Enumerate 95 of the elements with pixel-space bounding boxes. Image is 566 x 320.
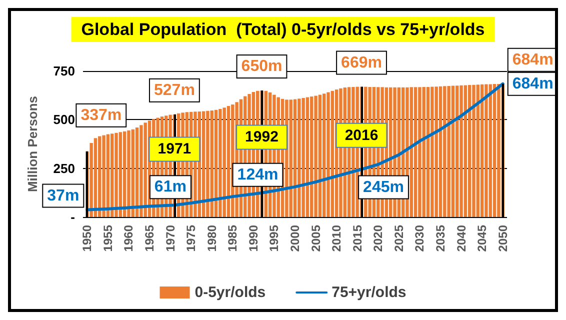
x-tick-label: 1995: [267, 224, 282, 252]
x-tick-label: 2005: [308, 224, 323, 252]
bar: [206, 110, 210, 217]
chart-title: Global Population (Total) 0-5yr/olds vs 75+yr/olds: [81, 20, 485, 39]
x-tick-label: 1985: [226, 224, 240, 252]
bar: [484, 84, 488, 217]
x-tick-label: 2045: [475, 224, 490, 252]
bar: [460, 85, 463, 217]
annotation: 337m: [80, 106, 122, 124]
bar: [222, 108, 226, 217]
bar: [94, 138, 98, 217]
bar: [210, 110, 214, 217]
bar: [302, 98, 305, 217]
bar: [476, 84, 480, 217]
bar: [472, 84, 476, 217]
ref-line-label: 1992: [245, 128, 278, 146]
legend-label: 75+yr/olds: [332, 284, 406, 301]
bar: [306, 97, 310, 217]
bar: [422, 86, 426, 217]
annotation: 124m: [237, 166, 278, 184]
y-tick-label: 250: [53, 160, 75, 176]
bar: [492, 84, 496, 217]
ref-line-label: 2016: [344, 126, 378, 144]
y-tick-label: 750: [53, 64, 75, 78]
bar: [140, 125, 143, 217]
bar: [118, 132, 122, 217]
bar: [497, 84, 500, 217]
annotation: 527m: [154, 82, 195, 99]
bar: [314, 96, 318, 217]
bar: [127, 130, 130, 217]
bar: [447, 86, 450, 217]
bar: [438, 86, 442, 217]
bar: [480, 84, 484, 217]
bar: [131, 129, 134, 217]
bar: [144, 122, 147, 217]
bar: [226, 106, 230, 217]
bar: [202, 111, 206, 217]
y-tick-label: 500: [53, 112, 75, 128]
x-tick-label: 2015: [350, 224, 364, 252]
y-tick-label: -: [70, 210, 75, 224]
bar: [293, 99, 297, 217]
x-tick-label: 2030: [412, 224, 427, 252]
bar: [426, 86, 430, 217]
bar: [430, 86, 434, 217]
annotation: 61m: [154, 178, 186, 196]
annotation: 650m: [241, 58, 282, 75]
x-tick-label: 2025: [392, 224, 406, 252]
x-tick-label: 1960: [122, 224, 136, 252]
bar: [464, 85, 468, 217]
bar: [318, 94, 322, 217]
bar: [310, 96, 314, 217]
annotation: 684m: [512, 75, 554, 92]
x-tick-label: 2020: [371, 224, 386, 252]
x-tick-label: 2035: [433, 224, 448, 252]
x-tick-label: 1975: [184, 224, 198, 252]
bar: [98, 136, 102, 217]
bar: [456, 86, 459, 217]
bar: [418, 87, 422, 217]
legend-label: 0-5yr/olds: [194, 284, 266, 301]
x-tick-label: 2010: [330, 224, 344, 252]
bar: [298, 98, 301, 217]
annotation: 245m: [363, 178, 404, 196]
bar: [468, 85, 472, 217]
bar: [443, 86, 446, 217]
annotation: 37m: [47, 187, 80, 204]
x-tick-label: 1970: [163, 224, 178, 252]
bar: [434, 86, 438, 217]
bar: [414, 87, 418, 217]
x-tick-label: 2000: [288, 224, 302, 252]
bar: [106, 134, 110, 217]
x-tick-label: 1990: [246, 224, 260, 252]
bar: [451, 86, 455, 217]
bar: [110, 134, 114, 217]
bar: [214, 110, 218, 217]
bar: [330, 90, 334, 217]
x-tick-label: 1955: [100, 224, 115, 252]
bar: [122, 131, 126, 217]
bar: [135, 127, 139, 217]
bar: [218, 108, 222, 217]
x-tick-label: 2050: [496, 224, 510, 252]
bar: [322, 94, 326, 217]
x-tick-label: 2040: [454, 224, 468, 252]
bar: [114, 132, 118, 217]
bar: [102, 135, 106, 217]
bar: [326, 92, 330, 217]
annotation: 684m: [512, 51, 554, 68]
annotation: 669m: [341, 54, 382, 72]
x-tick-label: 1980: [204, 224, 219, 252]
x-tick-label: 1950: [80, 224, 94, 252]
bar: [410, 87, 413, 217]
y-axis-title: Million Persons: [25, 96, 40, 192]
x-tick-label: 1965: [142, 224, 157, 252]
bar: [488, 84, 492, 217]
ref-line-label: 1971: [158, 140, 192, 158]
bar: [289, 100, 292, 217]
